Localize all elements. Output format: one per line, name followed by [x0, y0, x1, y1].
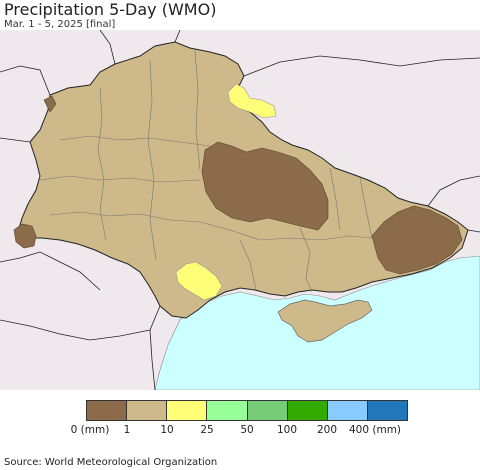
legend-swatch: [247, 401, 288, 420]
legend-color-bar: [86, 400, 408, 421]
dry-region-east: [371, 205, 463, 275]
legend-label: 50: [240, 424, 254, 436]
dry-region-north: [43, 95, 57, 113]
legend-swatch: [287, 401, 328, 420]
map-subtitle: Mar. 1 - 5, 2025 [final]: [4, 19, 116, 30]
oblast-borders: [39, 49, 373, 293]
legend-label: 400 (mm): [348, 424, 402, 436]
legend-swatch: [87, 401, 128, 420]
dry-region-west: [13, 223, 37, 249]
legend-label: 25: [200, 424, 214, 436]
legend-label: 0 (mm): [70, 424, 110, 436]
source-credit: Source: World Meteorological Organizatio…: [4, 457, 218, 468]
wet-region-northeast: [227, 83, 277, 119]
legend-swatch: [127, 401, 168, 420]
legend-label: 100: [276, 424, 298, 436]
legend-label: 200: [316, 424, 338, 436]
legend-swatch: [367, 401, 407, 420]
neighbor-borders: [0, 30, 480, 390]
crimea: [277, 299, 373, 343]
precipitation-map: [0, 30, 480, 390]
legend-swatch: [327, 401, 368, 420]
legend-label: 10: [160, 424, 174, 436]
dry-region-center: [201, 141, 329, 231]
map-title: Precipitation 5-Day (WMO): [4, 0, 217, 19]
legend-label: 1: [123, 424, 131, 436]
legend-labels: 0 (mm) 1 10 25 50 100 200 400 (mm): [0, 424, 480, 438]
wet-region-south: [175, 261, 223, 301]
legend-swatch: [207, 401, 248, 420]
legend-swatch: [167, 401, 208, 420]
